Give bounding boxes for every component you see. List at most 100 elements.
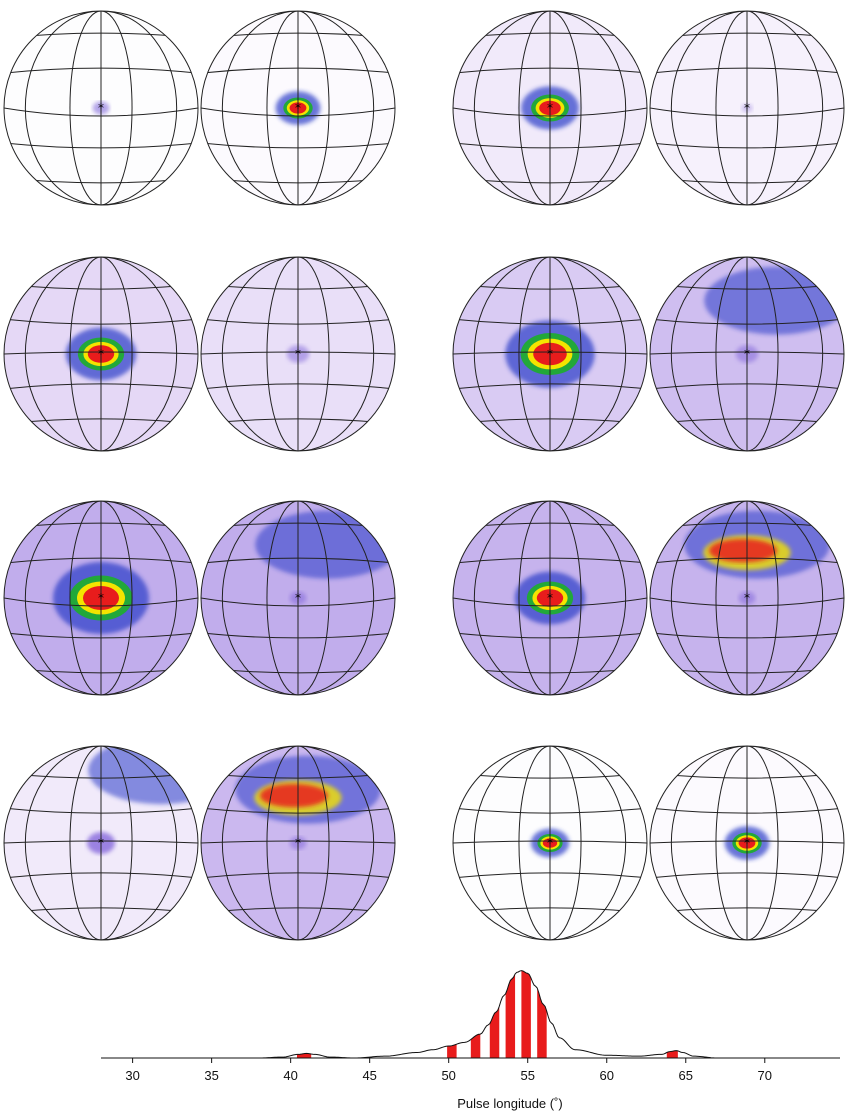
magnetic-axis-marker: * [547, 836, 553, 850]
parallel [453, 557, 647, 564]
meridian [715, 501, 779, 695]
parallel [650, 597, 844, 607]
globe: * [452, 500, 648, 696]
x-tick-label: 65 [679, 1068, 693, 1083]
parallel [4, 872, 198, 879]
globe: * [452, 10, 648, 206]
meridian [221, 746, 375, 940]
globe: * [649, 500, 845, 696]
parallel [4, 840, 198, 844]
parallel [453, 597, 647, 607]
parallel [201, 383, 395, 390]
magnetic-axis-marker: * [744, 347, 750, 361]
pulse-profile-chart: 30 35 40 45 50 55 60 65 70 Pulse longitude (˚) [101, 970, 840, 1111]
meridian [473, 257, 627, 451]
x-tick-label: 30 [125, 1068, 139, 1083]
parallel [650, 351, 844, 355]
globe: * [200, 256, 396, 452]
profile-curve [101, 970, 828, 1059]
parallel [4, 597, 198, 607]
magnetic-axis-marker: * [295, 347, 301, 361]
x-axis-title: Pulse longitude (˚) [457, 1096, 563, 1111]
parallel [453, 351, 647, 355]
parallel [650, 872, 844, 879]
meridian [266, 501, 330, 695]
meridian [24, 746, 178, 940]
parallel [201, 318, 395, 325]
meridian [24, 257, 178, 451]
magnetic-axis-marker: * [98, 591, 104, 605]
parallel [201, 107, 395, 117]
globe-grid [453, 746, 647, 940]
x-tick-label: 60 [600, 1068, 614, 1083]
globe-outline [200, 10, 396, 206]
globe-outline [649, 10, 845, 206]
parallel [650, 840, 844, 844]
globe-panels: * * * * * * * * * * * * * * * * [3, 10, 845, 941]
parallel [201, 557, 395, 564]
parallel [201, 807, 395, 814]
parallel [4, 351, 198, 355]
profile-strip [505, 974, 516, 1058]
meridian [69, 746, 133, 940]
globe-outline [3, 745, 199, 941]
globe: * [200, 500, 396, 696]
globe-grid [4, 11, 198, 205]
parallel [650, 383, 844, 390]
meridian [473, 746, 627, 940]
x-tick-label: 40 [283, 1068, 297, 1083]
meridian [266, 746, 330, 940]
globe-outline [649, 256, 845, 452]
globe-outline [200, 745, 396, 941]
parallel [650, 807, 844, 814]
globe-outline [452, 500, 648, 696]
parallel [453, 67, 647, 74]
profile-strip [447, 1044, 457, 1058]
globe-outline [3, 500, 199, 696]
meridian [715, 11, 779, 205]
meridian [69, 501, 133, 695]
meridian [24, 501, 178, 695]
parallel [201, 840, 395, 844]
parallel [453, 142, 647, 149]
profile-strip [521, 970, 531, 1058]
parallel [453, 632, 647, 639]
parallel [650, 67, 844, 74]
parallel [650, 107, 844, 117]
meridian [221, 501, 375, 695]
parallel [4, 807, 198, 814]
parallel [650, 632, 844, 639]
meridian [221, 11, 375, 205]
profile-shaded-strips [296, 970, 678, 1058]
profile-strip [666, 1050, 678, 1058]
globe-grid [201, 257, 395, 451]
globe: * [200, 745, 396, 941]
globe: * [649, 745, 845, 941]
magnetic-axis-marker: * [295, 836, 301, 850]
x-tick-label: 45 [362, 1068, 376, 1083]
globe: * [200, 10, 396, 206]
parallel [4, 142, 198, 149]
globe-outline [649, 500, 845, 696]
globe: * [3, 10, 199, 206]
meridian [670, 746, 824, 940]
globe: * [649, 10, 845, 206]
parallel [4, 318, 198, 325]
magnetic-axis-marker: * [547, 101, 553, 115]
magnetic-axis-marker: * [744, 591, 750, 605]
globe: * [452, 745, 648, 941]
meridian [670, 257, 824, 451]
globe: * [649, 256, 845, 452]
meridian [518, 11, 582, 205]
meridian [715, 257, 779, 451]
parallel [201, 351, 395, 355]
globe-outline [3, 256, 199, 452]
meridian [69, 257, 133, 451]
globe: * [3, 745, 199, 941]
profile-strip [537, 987, 547, 1058]
globe-outline [649, 745, 845, 941]
meridian [518, 501, 582, 695]
magnetic-axis-marker: * [744, 836, 750, 850]
parallel [453, 807, 647, 814]
